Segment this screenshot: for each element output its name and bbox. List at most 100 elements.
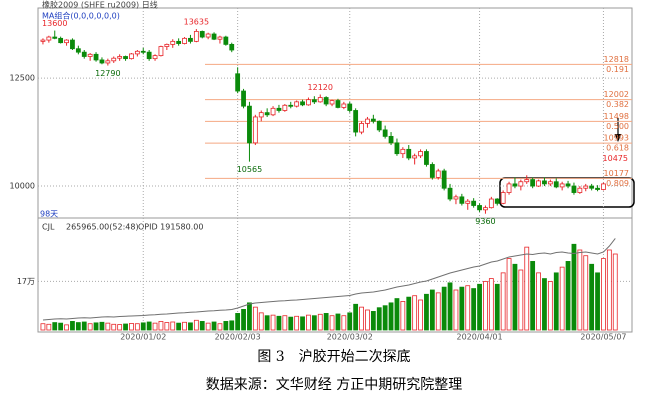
- candle-body: [247, 105, 252, 144]
- candle-body: [359, 123, 364, 133]
- volume-bar: [565, 261, 571, 331]
- volume-bar: [123, 323, 128, 331]
- opi-line: [42, 238, 616, 321]
- candle-body: [164, 43, 170, 47]
- volume-bar: [459, 286, 465, 331]
- volume-bar: [229, 320, 235, 331]
- price-annotation: 12790: [95, 69, 120, 78]
- candle-body: [129, 53, 134, 60]
- candle-body: [40, 39, 46, 42]
- candle-body: [453, 196, 459, 200]
- candle-body: [512, 183, 518, 187]
- candle-body: [134, 50, 140, 55]
- level-ratio: 0.500: [606, 122, 629, 131]
- candle-body: [429, 164, 435, 178]
- volume-bar: [365, 309, 370, 331]
- candle-body: [75, 48, 81, 53]
- x-tick-label: 2020/05/07: [580, 333, 626, 342]
- volume-indicator: CJL: [42, 223, 55, 232]
- candle-body: [270, 107, 276, 116]
- volume-bar: [146, 321, 152, 331]
- candle-body: [530, 179, 536, 187]
- volume-bar: [359, 306, 364, 331]
- volume-bar: [111, 323, 117, 331]
- candle-body: [170, 40, 176, 45]
- candle-body: [477, 205, 482, 211]
- volume-bar: [70, 321, 75, 331]
- volume-bar: [488, 278, 494, 331]
- volume-bar: [317, 313, 323, 331]
- level-price: 11498: [604, 112, 629, 121]
- candle-body: [58, 37, 64, 44]
- period-label: 98天: [40, 210, 58, 219]
- volume-bar: [258, 312, 264, 331]
- candle-body: [182, 37, 187, 44]
- volume-bar: [329, 315, 335, 331]
- candle-body: [288, 104, 294, 107]
- volume-bar: [188, 322, 193, 331]
- y-tick-label: 12500: [10, 74, 35, 83]
- level-price: 10177: [604, 169, 629, 178]
- volume-bar: [193, 319, 199, 331]
- volume-bar: [52, 322, 58, 331]
- volume-bar: [75, 322, 81, 331]
- candle-body: [46, 36, 52, 41]
- candle-body: [376, 120, 382, 131]
- candle-body: [52, 36, 58, 39]
- price-annotation: 13600: [42, 19, 67, 28]
- candle-body: [205, 33, 211, 38]
- volume-bar: [341, 315, 347, 331]
- candle-body: [211, 33, 217, 40]
- level-ratio: 0.191: [606, 65, 629, 74]
- candle-body: [217, 36, 223, 40]
- candle-body: [300, 101, 305, 106]
- candle-body: [536, 180, 541, 187]
- x-tick-label: 2020/04/01: [456, 333, 502, 342]
- volume-bar: [577, 249, 583, 331]
- level-price: 10993: [604, 134, 629, 143]
- volume-bar: [471, 288, 477, 331]
- candle-body: [317, 97, 323, 103]
- opi-info: OPID 191580.00: [138, 223, 203, 232]
- volume-bar: [311, 315, 317, 331]
- volume-bar: [447, 282, 453, 331]
- candle-body: [465, 200, 471, 204]
- candle-body: [229, 43, 235, 51]
- volume-bar: [606, 249, 612, 331]
- volume-bar: [282, 315, 288, 331]
- volume-bar: [140, 322, 146, 331]
- candle-body: [105, 60, 111, 64]
- volume-bar: [158, 321, 164, 331]
- volume-bar: [370, 311, 376, 331]
- volume-bar: [542, 278, 547, 331]
- candle-body: [264, 112, 270, 116]
- volume-bar: [58, 322, 64, 331]
- candle-body: [365, 118, 370, 124]
- volume-bar: [424, 293, 429, 331]
- volume-bar: [400, 301, 406, 331]
- volume-bar: [494, 283, 500, 331]
- volume-bar: [99, 321, 105, 331]
- level-ratio: 0.809: [606, 179, 629, 188]
- volume-bar: [205, 322, 211, 331]
- volume-info: 265965.00(52:48): [66, 223, 139, 232]
- volume-bar: [335, 313, 341, 331]
- volume-bar: [300, 316, 305, 331]
- price-annotation: 9360: [475, 217, 495, 226]
- candle-body: [589, 185, 595, 189]
- candle-body: [400, 148, 406, 155]
- candle-body: [518, 181, 524, 187]
- volume-bar: [595, 272, 600, 331]
- candle-body: [441, 170, 447, 189]
- candle-body: [158, 46, 164, 57]
- volume-bar: [81, 321, 87, 331]
- volume-bar: [117, 324, 123, 331]
- candle-body: [146, 51, 152, 60]
- volume-bar: [129, 323, 134, 331]
- candle-body: [223, 36, 229, 45]
- candle-body: [341, 103, 347, 108]
- volume-bar: [601, 258, 606, 331]
- price-annotation: 12120: [308, 83, 333, 92]
- candle-body: [70, 39, 75, 50]
